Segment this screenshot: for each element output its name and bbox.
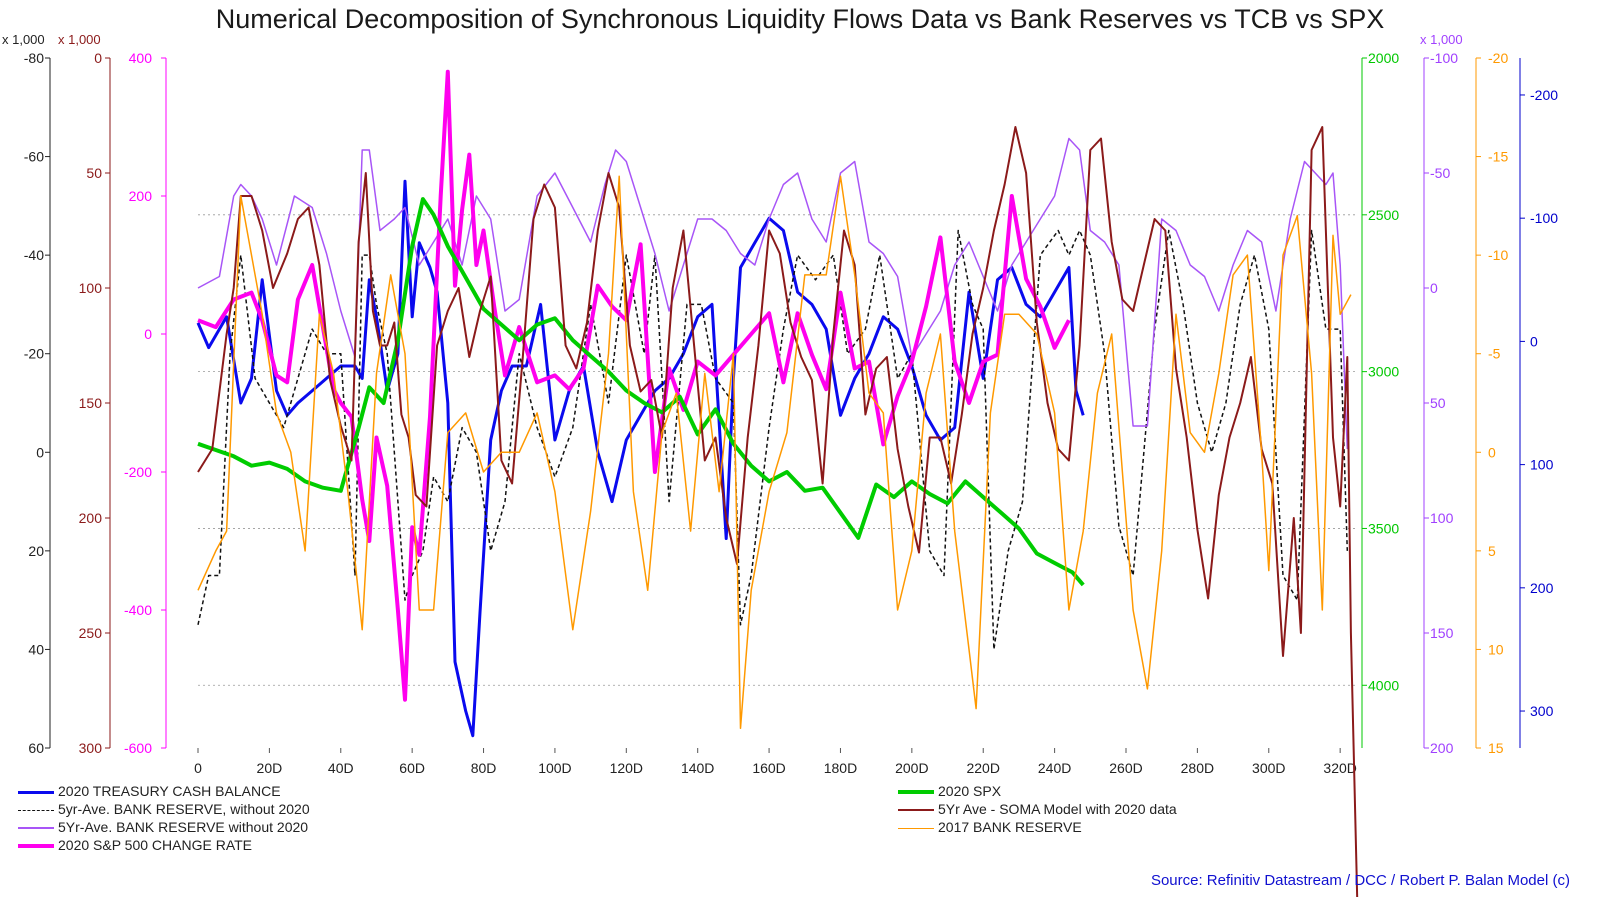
x-tick-label: 60D xyxy=(399,760,425,776)
legend-swatch xyxy=(18,827,54,830)
series-line-1 xyxy=(197,229,1349,651)
x-tick-label: 280D xyxy=(1181,760,1214,776)
y-tick-label-maroon: 250 xyxy=(79,625,103,641)
x-tick-label: 180D xyxy=(824,760,857,776)
x-tick-label: 120D xyxy=(610,760,643,776)
legend-label: 2017 BANK RESERVE xyxy=(938,819,1082,835)
y-tick-label-violet: -100 xyxy=(1430,50,1458,66)
series-line-6 xyxy=(197,175,1352,730)
series-lines xyxy=(196,69,1359,897)
y-tick-label-blue: 200 xyxy=(1530,580,1554,596)
y-tick-label-green: 2500 xyxy=(1368,207,1399,223)
x-tick-label: 0 xyxy=(194,760,202,776)
series-line-2 xyxy=(197,137,1349,450)
legend-swatch xyxy=(898,790,934,795)
legend-item-5yr-bank-reserve-dashed: 5yr-Ave. BANK RESERVE, without 2020 xyxy=(18,801,310,817)
y-tick-label-orange: -5 xyxy=(1488,346,1501,362)
y-tick-label-magenta: 0 xyxy=(144,326,152,342)
y-tick-label-blue: 0 xyxy=(1530,333,1538,349)
y-tick-label-black: -60 xyxy=(24,149,44,165)
legend-label: 5yr-Ave. BANK RESERVE, without 2020 xyxy=(58,801,310,817)
y-tick-label-maroon: 200 xyxy=(79,510,103,526)
y-tick-label-violet: 150 xyxy=(1430,625,1454,641)
y-tick-label-green: 3000 xyxy=(1368,364,1399,380)
y-tick-label-violet: 100 xyxy=(1430,510,1454,526)
x-tick-label: 140D xyxy=(681,760,714,776)
y-tick-label-orange: 15 xyxy=(1488,740,1504,756)
y-tick-label-blue: 100 xyxy=(1530,457,1554,473)
y-unit-maroon: x 1,000 xyxy=(58,32,101,47)
y-tick-label-magenta: -400 xyxy=(124,602,152,618)
y-tick-label-magenta: 400 xyxy=(129,50,153,66)
y-tick-label-green: 4000 xyxy=(1368,677,1399,693)
y-tick-label-orange: -10 xyxy=(1488,247,1508,263)
legend-label: 5Yr Ave - SOMA Model with 2020 data xyxy=(938,801,1177,817)
x-tick-label: 40D xyxy=(328,760,354,776)
y-tick-label-maroon: 0 xyxy=(94,50,102,66)
y-tick-label-black: -80 xyxy=(24,50,44,66)
y-tick-label-black: -20 xyxy=(24,346,44,362)
y-tick-label-green: 2000 xyxy=(1368,50,1399,66)
legend-swatch xyxy=(898,809,934,812)
legend-swatch xyxy=(18,844,54,849)
legend-swatch xyxy=(18,809,54,811)
gridlines xyxy=(198,214,1358,686)
x-tick-label: 260D xyxy=(1109,760,1142,776)
y-tick-label-magenta: -200 xyxy=(124,464,152,480)
legend-swatch xyxy=(18,790,54,794)
y-tick-label-magenta: 200 xyxy=(129,188,153,204)
series-line-5 xyxy=(197,126,1359,897)
y-tick-label-orange: 10 xyxy=(1488,641,1504,657)
legend-item-5yr-bank-reserve-violet: 5Yr-Ave. BANK RESERVE without 2020 xyxy=(18,819,308,835)
legend-item-2017-bank-reserve: 2017 BANK RESERVE xyxy=(898,819,1082,835)
y-tick-label-maroon: 300 xyxy=(79,740,103,756)
legend-label: 2020 SPX xyxy=(938,783,1002,799)
x-tick-label: 220D xyxy=(966,760,999,776)
x-tick-label: 200D xyxy=(895,760,928,776)
y-tick-label-maroon: 150 xyxy=(79,395,103,411)
legend-label: 2020 S&P 500 CHANGE RATE xyxy=(58,837,253,853)
y-tick-label-blue: 300 xyxy=(1530,703,1554,719)
y-tick-label-green: 3500 xyxy=(1368,520,1399,536)
x-tick-label: 20D xyxy=(257,760,283,776)
x-tick-label: 240D xyxy=(1038,760,1071,776)
y-tick-label-orange: 0 xyxy=(1488,444,1496,460)
legend-label: 5Yr-Ave. BANK RESERVE without 2020 xyxy=(58,819,309,835)
y-tick-label-violet: 50 xyxy=(1430,395,1446,411)
y-unit-black: x 1,000 xyxy=(2,32,45,47)
y-tick-label-violet: 200 xyxy=(1430,740,1454,756)
y-tick-label-magenta: -600 xyxy=(124,740,152,756)
legend-item-2020-spx: 2020 SPX xyxy=(898,783,1001,799)
y-tick-label-blue: -200 xyxy=(1530,87,1558,103)
y-tick-label-black: 40 xyxy=(28,641,44,657)
y-tick-label-orange: -20 xyxy=(1488,50,1508,66)
legend-swatch xyxy=(898,827,934,829)
y-tick-label-violet: 0 xyxy=(1430,280,1438,296)
x-tick-label: 80D xyxy=(471,760,497,776)
y-unit-violet: x 1,000 xyxy=(1420,32,1463,47)
legend-label: 2020 TREASURY CASH BALANCE xyxy=(58,783,281,799)
y-tick-label-orange: -15 xyxy=(1488,149,1508,165)
y-tick-label-black: 20 xyxy=(28,543,44,559)
x-tick-label: 320D xyxy=(1323,760,1356,776)
y-tick-label-violet: -50 xyxy=(1430,165,1450,181)
legend-item-sp500-change: 2020 S&P 500 CHANGE RATE xyxy=(18,837,252,853)
source-note: Source: Refinitiv Datastream / DCC / Rob… xyxy=(1150,872,1570,889)
y-tick-label-black: 60 xyxy=(28,740,44,756)
x-tick-label: 160D xyxy=(752,760,785,776)
x-tick-label: 300D xyxy=(1252,760,1285,776)
axes: 0 20D 40D 60D 80D 100D 120D 140D 160D 180D 200D 220… xyxy=(2,32,1558,776)
chart-title: Numerical Decomposition of Synchronous L… xyxy=(215,4,1385,34)
y-tick-label-black: 0 xyxy=(36,444,44,460)
y-tick-label-blue: -100 xyxy=(1530,210,1558,226)
legend-item-soma-model: 5Yr Ave - SOMA Model with 2020 data xyxy=(898,801,1177,817)
series-line-3 xyxy=(197,69,1071,702)
y-tick-label-orange: 5 xyxy=(1488,543,1496,559)
y-tick-label-black: -40 xyxy=(24,247,44,263)
x-tick-label: 100D xyxy=(538,760,571,776)
y-tick-label-maroon: 100 xyxy=(79,280,103,296)
legend-item-treasury-cash: 2020 TREASURY CASH BALANCE xyxy=(18,783,281,799)
y-tick-label-maroon: 50 xyxy=(86,165,102,181)
